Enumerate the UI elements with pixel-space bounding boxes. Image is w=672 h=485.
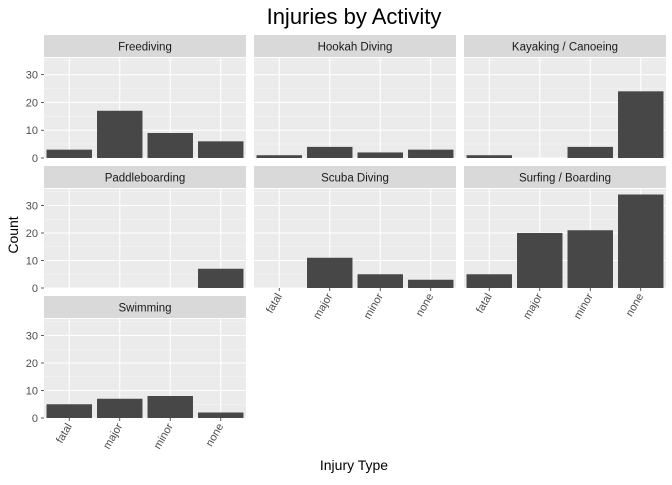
x-tick-label: none [624, 292, 647, 319]
bar [357, 152, 403, 158]
x-tick-label: minor [362, 291, 386, 321]
bar [198, 141, 244, 158]
bar [567, 230, 613, 288]
x-tick-label: minor [152, 421, 176, 451]
bar [567, 146, 613, 158]
y-tick-label: 0 [32, 153, 38, 165]
facet-panel: Freediving 0 10 20 30 [26, 35, 246, 165]
y-tick-label: 10 [26, 125, 38, 137]
facet-strip [254, 166, 456, 188]
chart-title: Injuries by Activity [267, 4, 442, 29]
facet-panel: Scuba Diving fatal major minor none [254, 166, 456, 321]
facet-strip [44, 35, 246, 57]
facet-strip [464, 35, 666, 57]
facet-strip [44, 296, 246, 318]
x-tick-label: major [521, 291, 545, 321]
facet-strip [464, 166, 666, 188]
bar [517, 233, 563, 288]
y-tick-label: 20 [26, 97, 38, 109]
facet-strip-label: Swimming [118, 303, 171, 315]
facet-panel: Hookah Diving [254, 35, 456, 159]
y-tick-label: 30 [26, 331, 38, 343]
facet-panels: Freediving 0 10 20 30 Hookah Diving Kayaking /… [26, 35, 666, 451]
bar [618, 91, 664, 158]
bar [618, 194, 664, 288]
x-tick-label: fatal [264, 292, 285, 316]
bar [147, 396, 193, 418]
x-tick-label: major [311, 291, 335, 321]
y-tick-label: 20 [26, 358, 38, 370]
bar [466, 155, 512, 158]
x-axis-title: Injury Type [320, 457, 388, 473]
y-axis-title: Count [5, 216, 21, 253]
bar [97, 110, 143, 158]
bar [198, 412, 244, 418]
facet-strip-label: Paddleboarding [105, 173, 186, 185]
facet-panel: Kayaking / Canoeing [464, 35, 666, 159]
x-tick-label: none [204, 422, 227, 449]
panel-background [254, 189, 456, 288]
facet-strip-label: Freediving [118, 42, 172, 54]
facet-panel: Swimming 0 10 20 30 fatal major minor none [26, 296, 246, 451]
facet-strip [254, 35, 456, 57]
panel-background [254, 58, 456, 158]
y-tick-label: 20 [26, 228, 38, 240]
y-tick-label: 10 [26, 256, 38, 268]
bar [408, 149, 454, 158]
facet-panel: Surfing / Boarding fatal major minor none [464, 166, 666, 321]
bar [466, 274, 512, 288]
y-tick-label: 0 [32, 413, 38, 425]
x-tick-label: fatal [54, 422, 75, 446]
x-tick-label: none [414, 292, 437, 319]
x-tick-label: minor [572, 291, 596, 321]
facet-strip-label: Kayaking / Canoeing [512, 42, 618, 54]
bar [147, 133, 193, 158]
facet-strip-label: Scuba Diving [321, 173, 389, 185]
bar [357, 274, 403, 288]
y-tick-label: 30 [26, 201, 38, 213]
x-tick-label: fatal [474, 292, 495, 316]
bar [46, 404, 92, 418]
bar [256, 155, 302, 158]
x-tick-label: major [101, 421, 125, 451]
bar [97, 398, 143, 418]
y-tick-label: 10 [26, 386, 38, 398]
y-tick-label: 0 [32, 283, 38, 295]
bar [408, 279, 454, 288]
facet-strip-label: Surfing / Boarding [519, 173, 611, 185]
bar [46, 149, 92, 158]
bar [198, 268, 244, 288]
facet-panel: Paddleboarding 0 10 20 30 [26, 166, 246, 295]
y-tick-label: 30 [26, 70, 38, 82]
bar [307, 257, 353, 288]
bar [307, 146, 353, 158]
panel-background [44, 319, 246, 418]
facet-strip [44, 166, 246, 188]
facet-strip-label: Hookah Diving [318, 42, 393, 54]
